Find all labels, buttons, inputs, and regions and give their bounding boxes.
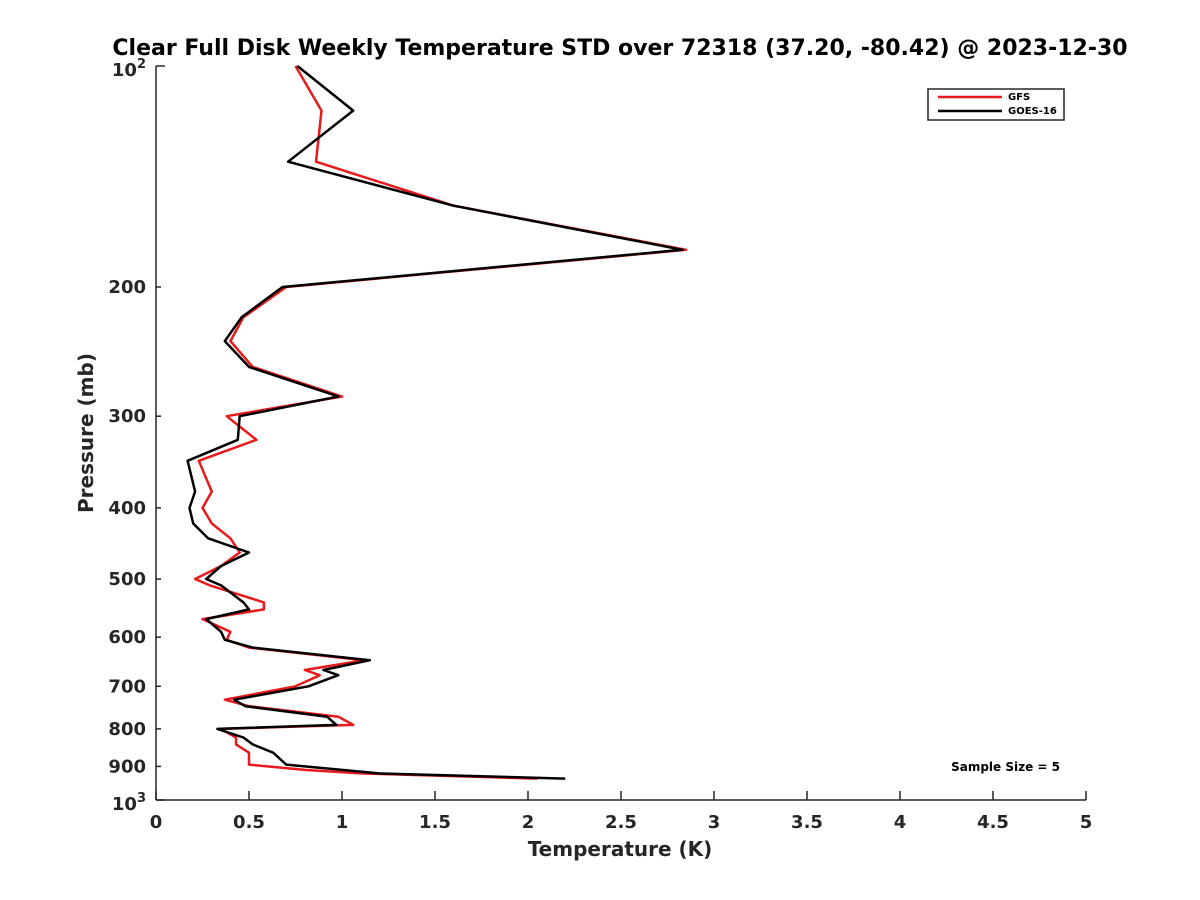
series-line-goes-16: [186, 65, 684, 780]
legend: GFS GOES-16: [927, 88, 1065, 121]
x-tick-label: 3.5: [791, 812, 823, 833]
y-tick-top: 102: [112, 57, 146, 81]
x-ticks: 0 0.5 1 1.5 2 2.5 3 3.5 4 4.5 5: [150, 791, 1093, 833]
y-tick-top-base: 10: [112, 60, 137, 81]
y-extreme-ticks: 102 103: [112, 57, 146, 815]
y-tick-label: 500: [108, 569, 146, 590]
x-tick-label: 0.5: [233, 812, 265, 833]
x-tick-label: 1: [336, 812, 349, 833]
x-tick-label: 4.5: [977, 812, 1009, 833]
y-tick-label: 700: [108, 676, 146, 697]
y-tick-label: 800: [108, 719, 146, 740]
y-tick-label: 600: [108, 627, 146, 648]
legend-label-gfs: GFS: [1008, 92, 1030, 103]
chart-title: Clear Full Disk Weekly Temperature STD o…: [112, 36, 1127, 61]
x-tick-label: 2.5: [605, 812, 637, 833]
x-tick-label: 4: [894, 812, 907, 833]
x-tick-label: 0: [150, 812, 163, 833]
y-tick-top-exponent: 2: [137, 57, 146, 72]
y-axis-label: Pressure (mb): [74, 353, 98, 513]
y-tick-label: 200: [108, 277, 146, 298]
sample-size-annotation: Sample Size = 5: [951, 760, 1060, 774]
plot-area: 0 0.5 1 1.5 2 2.5 3 3.5 4 4.5 5 200 300 400 500 600 700…: [108, 57, 1092, 833]
y-tick-label: 900: [108, 756, 146, 777]
legend-box: [927, 88, 1065, 121]
y-tick-bottom-exponent: 3: [137, 791, 146, 806]
y-tick-bottom: 103: [112, 791, 146, 815]
x-tick-label: 5: [1080, 812, 1093, 833]
series-line-gfs: [193, 65, 688, 780]
legend-label-goes16: GOES-16: [1008, 106, 1057, 117]
y-tick-label: 300: [108, 406, 146, 427]
x-tick-label: 3: [708, 812, 721, 833]
x-axis-label: Temperature (K): [528, 837, 713, 861]
x-tick-label: 2: [522, 812, 535, 833]
y-tick-label: 400: [108, 498, 146, 519]
y-ticks: 200 300 400 500 600 700 800 900: [108, 65, 165, 801]
series-lines: [186, 65, 688, 780]
x-tick-label: 1.5: [419, 812, 451, 833]
y-tick-bottom-base: 10: [112, 794, 137, 815]
